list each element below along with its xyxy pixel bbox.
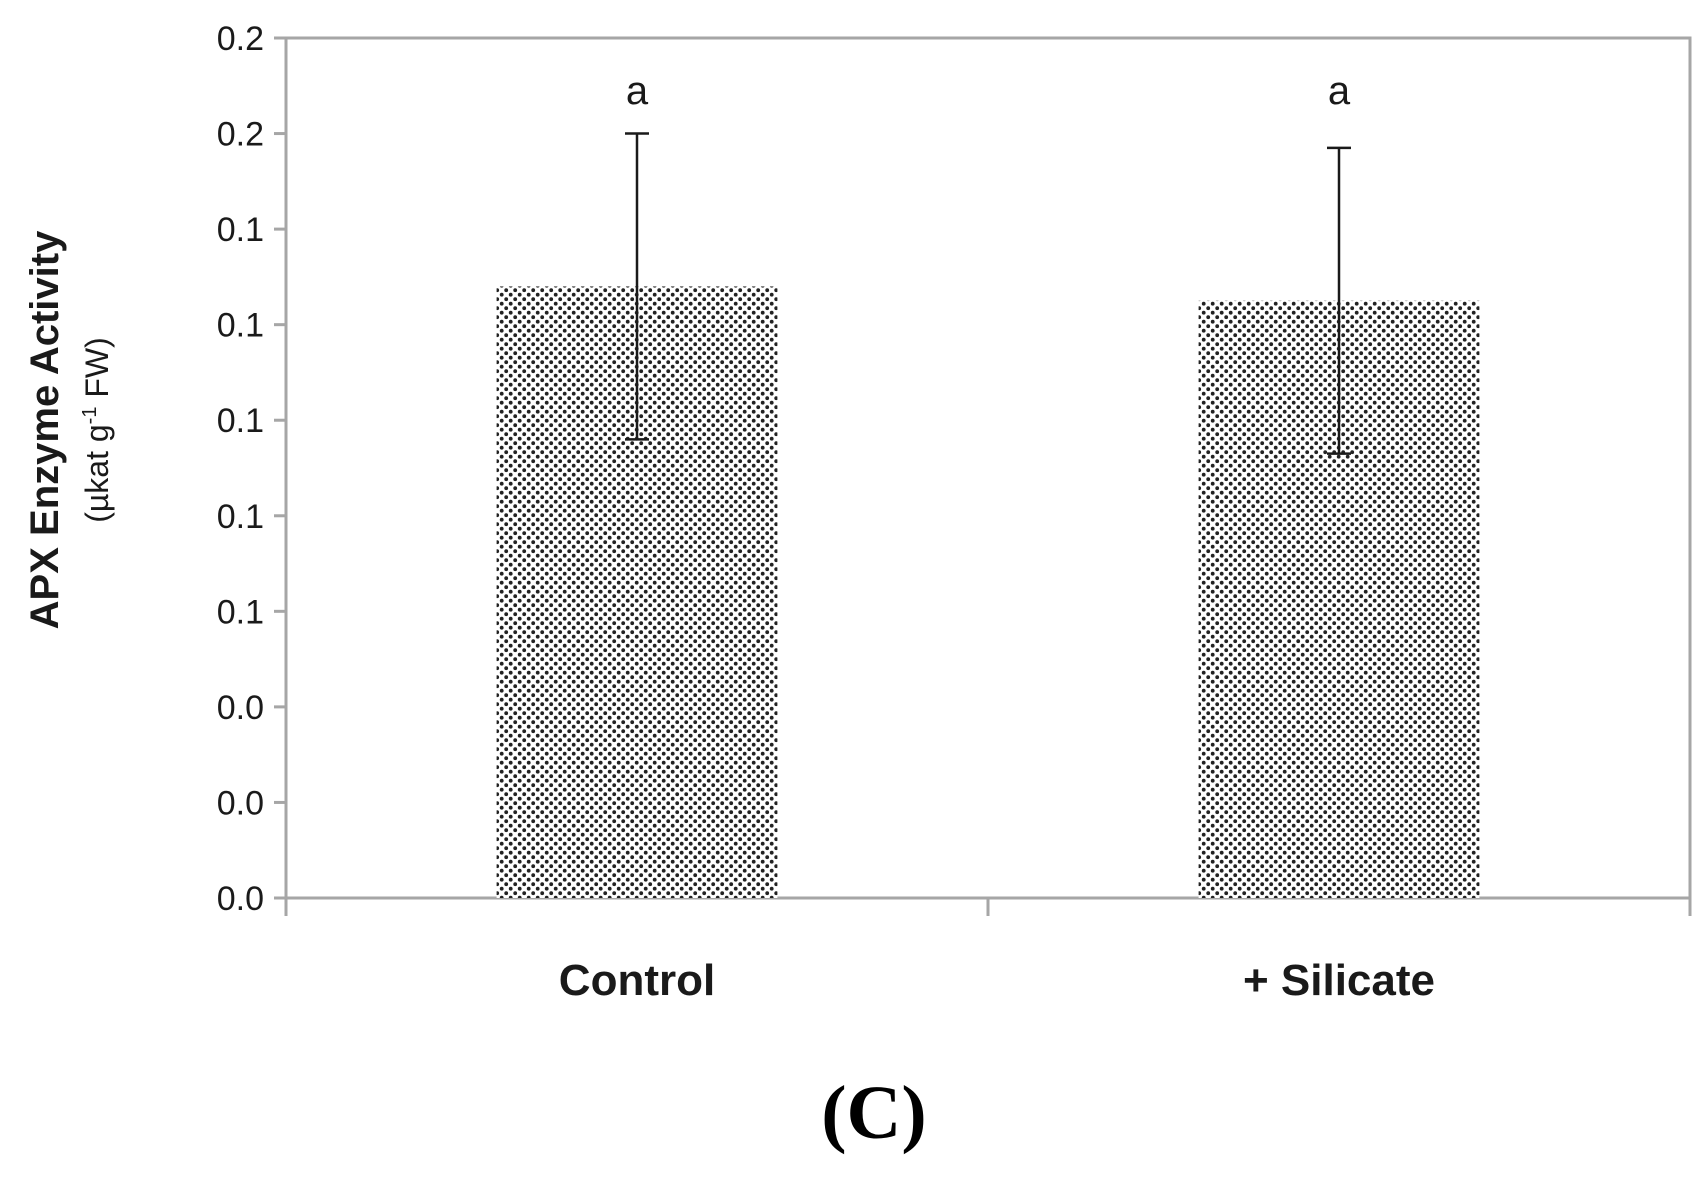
y-tick-label: 0.1 xyxy=(217,211,264,249)
plot-frame xyxy=(284,36,1692,916)
x-category-label: + Silicate xyxy=(1243,956,1435,1005)
bars xyxy=(496,286,1480,898)
y-axis-unit-prefix: (µkat g xyxy=(79,424,115,522)
significance-letter: a xyxy=(1328,69,1351,113)
y-tick-label: 0.2 xyxy=(217,116,264,154)
x-category-label: Control xyxy=(559,956,715,1005)
y-tick-label: 0.0 xyxy=(217,784,264,822)
y-tick-label: 0.0 xyxy=(217,880,264,918)
y-axis-unit-suffix: FW) xyxy=(79,337,115,406)
y-axis-title: APX Enzyme Activity xyxy=(23,230,67,629)
y-tick-label: 0.1 xyxy=(217,498,264,536)
y-tick-label: 0.2 xyxy=(217,20,264,58)
y-tick-label: 0.0 xyxy=(217,689,264,727)
y-tick-label: 0.1 xyxy=(217,402,264,440)
y-axis-unit-superscript: -1 xyxy=(79,407,101,425)
significance-letter: a xyxy=(626,69,649,113)
y-axis-unit: (µkat g-1 FW) xyxy=(79,337,115,523)
error-bars xyxy=(625,132,1351,455)
x-axis-categories: Control + Silicate xyxy=(559,956,1435,1005)
y-axis-ticks: 0.0 0.0 0.0 0.1 0.1 0.1 0.1 0.1 0.2 0.2 xyxy=(217,20,286,918)
y-axis-label: APX Enzyme Activity (µkat g-1 FW) xyxy=(23,230,115,629)
y-tick-label: 0.1 xyxy=(217,307,264,345)
panel-label: (C) xyxy=(821,1071,927,1155)
y-tick-label: 0.1 xyxy=(217,593,264,631)
